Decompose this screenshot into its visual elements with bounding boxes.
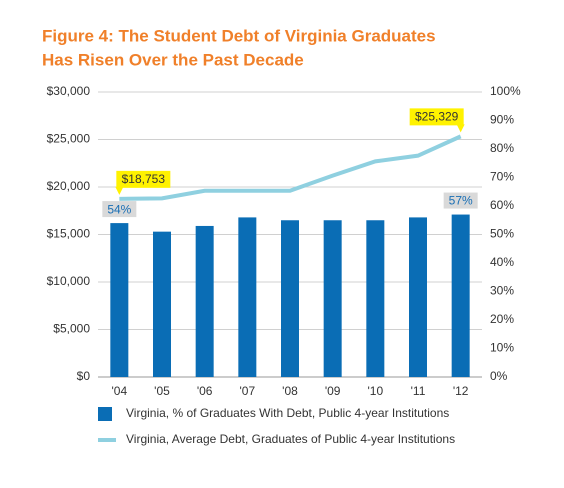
- y2-tick-label: 100%: [490, 84, 521, 98]
- x-tick-label: '11: [411, 384, 426, 398]
- y2-tick-label: 80%: [490, 141, 514, 155]
- y-tick-label: $30,000: [47, 84, 91, 98]
- x-tick-label: '12: [453, 384, 469, 398]
- legend-label: Virginia, Average Debt, Graduates of Pub…: [126, 432, 455, 446]
- y2-tick-label: 30%: [490, 284, 514, 298]
- value-label: $18,753: [122, 172, 166, 186]
- bar: [238, 217, 257, 377]
- label-pointer: [456, 124, 465, 133]
- label-pointer: [115, 186, 124, 195]
- y2-tick-label: 70%: [490, 170, 514, 184]
- bar: [281, 220, 299, 377]
- x-tick-label: '05: [154, 384, 170, 398]
- chart-title: Has Risen Over the Past Decade: [42, 50, 304, 69]
- y2-tick-label: 60%: [490, 198, 514, 212]
- legend-swatch: [98, 407, 112, 421]
- value-label: 54%: [107, 202, 131, 216]
- value-label-bg: [116, 170, 171, 188]
- value-label: $25,329: [415, 110, 459, 124]
- y2-tick-label: 20%: [490, 312, 514, 326]
- x-tick-label: '08: [282, 384, 298, 398]
- bar: [451, 214, 470, 377]
- value-label: 57%: [449, 194, 473, 208]
- y2-tick-label: 90%: [490, 113, 514, 127]
- x-tick-label: '06: [197, 384, 213, 398]
- y-tick-label: $0: [77, 369, 91, 383]
- y-tick-label: $25,000: [47, 132, 91, 146]
- x-tick-label: '09: [325, 384, 341, 398]
- bar: [110, 223, 129, 377]
- value-label-bg: [409, 108, 464, 126]
- bar: [366, 220, 385, 377]
- y2-tick-label: 10%: [490, 341, 514, 355]
- x-tick-label: '04: [112, 384, 128, 398]
- value-label-bg: [102, 201, 137, 218]
- y2-tick-label: 50%: [490, 227, 514, 241]
- y-tick-label: $20,000: [47, 179, 91, 193]
- x-tick-label: '07: [240, 384, 256, 398]
- bar: [323, 220, 342, 377]
- bar: [153, 231, 171, 377]
- bar: [195, 225, 214, 377]
- line: [119, 134, 462, 201]
- y-tick-label: $10,000: [47, 274, 91, 288]
- chart-title: Figure 4: The Student Debt of Virginia G…: [42, 26, 436, 45]
- bar: [409, 217, 427, 377]
- value-label-bg: [443, 192, 478, 209]
- y2-tick-label: 40%: [490, 255, 514, 269]
- x-tick-label: '10: [368, 384, 384, 398]
- legend-label: Virginia, % of Graduates With Debt, Publ…: [126, 406, 449, 420]
- y-tick-label: $5,000: [53, 322, 90, 336]
- y2-tick-label: 0%: [490, 369, 508, 383]
- y-tick-label: $15,000: [47, 227, 91, 241]
